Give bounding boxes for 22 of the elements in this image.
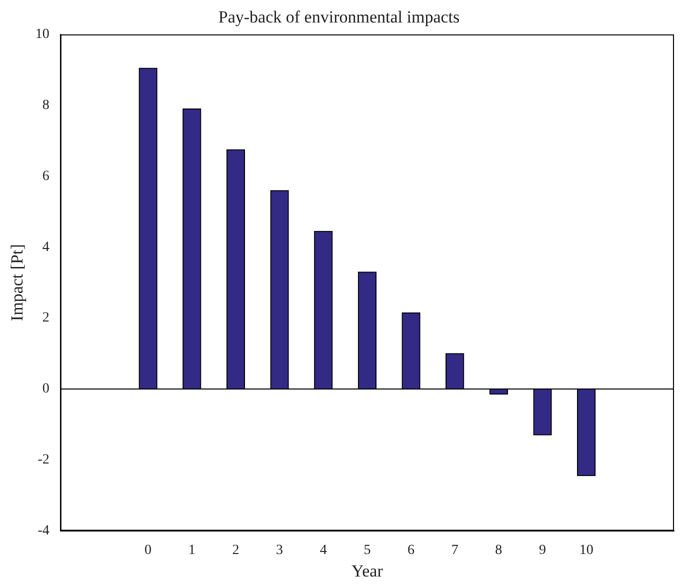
chart-title: Pay-back of environmental impacts [218,8,460,27]
y-axis-title: Impact [Pt] [8,244,27,322]
y-tick-label: 4 [42,240,50,255]
x-tick-label: 0 [144,542,152,558]
y-tick-label: -2 [38,452,50,468]
y-tick-label: 10 [35,27,50,42]
y-tick-label: -4 [38,523,50,538]
y-tick-label: 0 [42,382,50,397]
x-tick-label: 7 [451,542,458,558]
y-tick-label: 8 [42,98,50,113]
y-tick-label: 6 [42,168,50,184]
x-tick-label: 3 [276,542,284,558]
x-axis-title: Year [352,561,384,580]
x-tick-label: 2 [232,542,240,558]
y-tick-label: 2 [42,310,50,326]
x-tick-label: 6 [408,542,415,558]
x-tick-label: 8 [495,542,502,558]
x-tick-label: 9 [539,542,546,558]
x-tick-label: 10 [579,542,594,558]
x-tick-label: 4 [320,542,327,558]
x-tick-label: 5 [364,542,371,558]
x-tick-label: 1 [188,542,196,558]
